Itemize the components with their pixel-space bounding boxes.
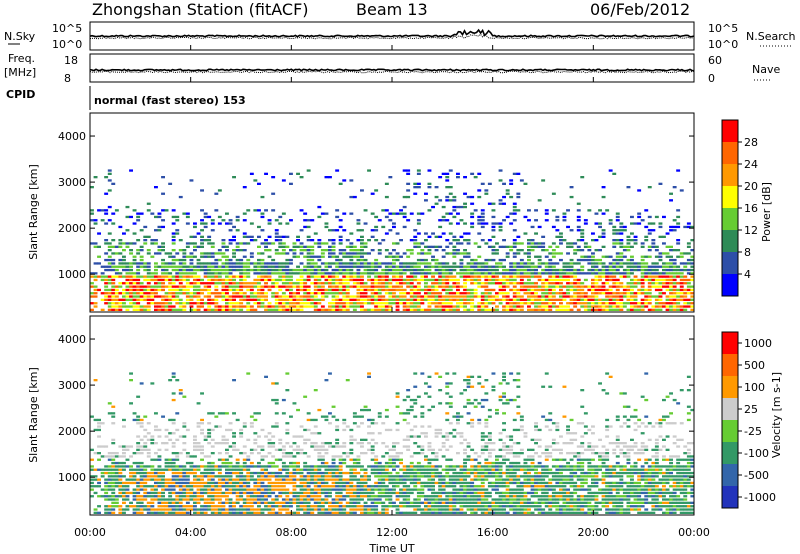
colorbar-swatch (722, 208, 738, 230)
colorbar-tick-label: -1000 (744, 491, 776, 504)
y-tick-label: 4000 (58, 130, 86, 143)
power-colorbar-label: Power [dB] (760, 182, 773, 242)
x-tick-label: 20:00 (577, 526, 609, 539)
x-tick-label: 16:00 (477, 526, 509, 539)
colorbar-swatch (722, 486, 738, 508)
colorbar-swatch (722, 332, 738, 354)
nsearch-tick-top: 10^5 (708, 22, 738, 35)
x-tick-label: 12:00 (376, 526, 408, 539)
y-tick-label: 4000 (58, 333, 86, 346)
colorbar-swatch (722, 186, 738, 208)
x-axis-label: Time UT (368, 542, 414, 554)
colorbar-tick-label: 20 (744, 180, 758, 193)
nave-tick-top: 60 (708, 54, 722, 67)
colorbar-tick-label: 16 (744, 202, 758, 215)
nsearch-label: N.Search (746, 30, 796, 43)
x-tick-label: 00:00 (678, 526, 710, 539)
colorbar-swatch (722, 120, 738, 142)
cpid-text: normal (fast stereo) 153 (94, 94, 246, 107)
y-tick-label: 3000 (58, 379, 86, 392)
colorbar-tick-label: -100 (744, 447, 769, 460)
colorbar-swatch (722, 142, 738, 164)
velocity-colorbar-label: Velocity [m s-1] (770, 372, 783, 458)
freq-unit: [MHz] (4, 66, 36, 79)
nsky-line (89, 28, 695, 38)
colorbar-tick-label: 100 (744, 381, 765, 394)
colorbar-tick-label: 12 (744, 224, 758, 237)
colorbar-tick-label: 1000 (744, 337, 772, 350)
colorbar-swatch (722, 376, 738, 398)
x-tick-label: 04:00 (175, 526, 207, 539)
velocity-data-cells (90, 372, 695, 514)
y-tick-label: 2000 (58, 222, 86, 235)
nsky-tick-top: 10^5 (52, 22, 82, 35)
station-title: Zhongshan Station (fitACF) (92, 0, 309, 19)
velocity-colorbar-label-text: Velocity [m s-1] (770, 372, 783, 458)
nave-label: Nave (752, 63, 780, 76)
colorbar-tick-label: 8 (744, 246, 751, 259)
power-data-cells (90, 169, 695, 311)
colorbar-tick-label: -500 (744, 469, 769, 482)
colorbar-tick-label: -25 (744, 425, 762, 438)
y-tick-label: 1000 (58, 268, 86, 281)
velocity-colorbar: 1000 500 100 25 -25 -100 -500 -1000 Velocity [m… (721, 331, 783, 509)
colorbar-swatch (722, 230, 738, 252)
freq-line (89, 68, 695, 72)
power-ylabel: Slant Range [km] (27, 164, 40, 260)
nsearch-tick-bottom: 10^0 (708, 38, 738, 51)
colorbar-tick-label: 4 (744, 268, 751, 281)
freq-label: Freq. (8, 52, 35, 65)
velocity-panel: 1000 2000 3000 4000 Slant Range [km] (27, 315, 695, 516)
colorbar-tick-label: 500 (744, 359, 765, 372)
nave-line (89, 70, 695, 74)
beam-title: Beam 13 (356, 0, 428, 19)
cpid-label: CPID (6, 88, 35, 101)
cpid-panel: CPID normal (fast stereo) 153 (6, 86, 246, 110)
colorbar-swatch (722, 442, 738, 464)
freq-tick-top: 18 (64, 54, 78, 67)
colorbar-swatch (722, 420, 738, 442)
colorbar-tick-label: 25 (744, 403, 758, 416)
nave-tick-bottom: 0 (708, 72, 715, 85)
x-axis: 00:00 04:00 08:00 12:00 16:00 20:00 00:00 (74, 45, 710, 539)
x-tick-label: 08:00 (275, 526, 307, 539)
nsky-label: N.Sky (4, 30, 36, 43)
power-colorbar: 4 8 12 16 20 24 28 Power [dB] (721, 119, 773, 297)
y-tick-label: 2000 (58, 425, 86, 438)
nsearch-line (89, 33, 695, 40)
velocity-ylabel: Slant Range [km] (27, 367, 40, 463)
y-tick-label: 1000 (58, 471, 86, 484)
nsky-tick-bottom: 10^0 (52, 38, 82, 51)
colorbar-tick-label: 28 (744, 136, 758, 149)
colorbar-swatch (722, 274, 738, 296)
colorbar-swatch (722, 398, 738, 420)
freq-tick-bottom: 8 (64, 72, 71, 85)
date-title: 06/Feb/2012 (590, 0, 690, 19)
power-panel: 1000 2000 3000 4000 Slant Range [km] (27, 112, 695, 313)
y-tick-label: 3000 (58, 176, 86, 189)
colorbar-swatch (722, 354, 738, 376)
colorbar-swatch (722, 252, 738, 274)
colorbar-swatch (722, 164, 738, 186)
x-tick-label: 00:00 (74, 526, 106, 539)
nsky-panel: N.Sky 10^5 10^0 N.Search 10^5 10^0 (4, 21, 796, 51)
colorbar-swatch (722, 464, 738, 486)
colorbar-tick-label: 24 (744, 158, 758, 171)
